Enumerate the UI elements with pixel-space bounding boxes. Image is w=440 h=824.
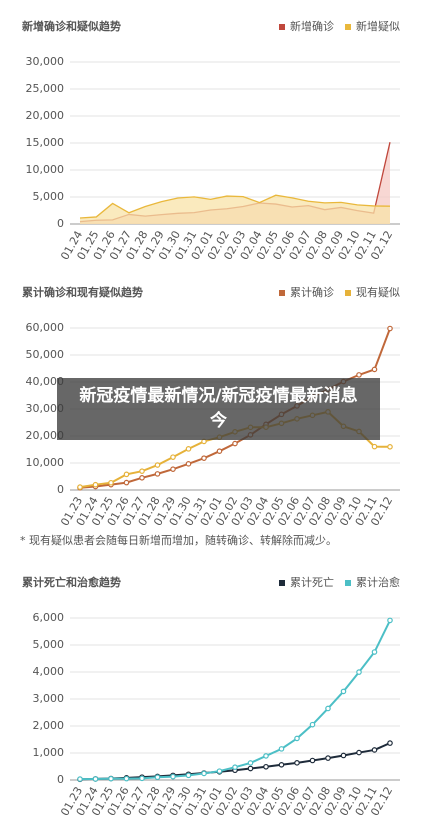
y-tick-label: 25,000 [26, 82, 65, 95]
annotation: * 现有疑似患者会随每日新增而增加，随转确诊、转解除而减少。 [20, 533, 337, 547]
point [92, 481, 99, 488]
point [263, 753, 269, 759]
point [185, 446, 192, 452]
chart-title: 累计死亡和治愈趋势 [22, 575, 121, 589]
point [201, 770, 207, 777]
legend-label: 累计治愈 [356, 575, 400, 589]
point [77, 776, 83, 782]
point [170, 454, 176, 460]
y-tick-label: 1,000 [33, 746, 65, 759]
point [247, 760, 254, 766]
point [232, 440, 238, 447]
y-tick-label: 50,000 [26, 348, 65, 361]
y-tick-label: 20,000 [26, 429, 65, 442]
point [325, 755, 331, 761]
point [232, 764, 238, 770]
y-tick-label: 10,000 [26, 163, 65, 176]
point [371, 649, 378, 655]
point [294, 760, 300, 766]
point [77, 484, 83, 490]
legend-swatch [345, 24, 351, 30]
point [92, 776, 99, 782]
point [309, 721, 316, 728]
legend-label: 累计死亡 [290, 575, 334, 589]
point [340, 752, 347, 759]
legend-label: 累计确诊 [290, 285, 334, 299]
point [185, 461, 192, 467]
point [216, 768, 223, 774]
point [294, 735, 300, 742]
legend-swatch [279, 580, 285, 586]
y-tick-label: 5,000 [33, 190, 65, 203]
point [371, 366, 378, 373]
point [387, 443, 393, 450]
point [139, 775, 145, 782]
y-tick-label: 0 [57, 217, 64, 230]
point [387, 325, 393, 332]
point [108, 775, 114, 782]
y-tick-label: 0 [57, 773, 64, 786]
y-tick-label: 30,000 [26, 55, 65, 68]
point [154, 471, 161, 477]
point [371, 443, 378, 450]
y-tick-label: 15,000 [26, 136, 65, 149]
y-tick-label: 20,000 [26, 109, 65, 122]
point [325, 705, 331, 712]
point [154, 462, 161, 468]
point [278, 746, 285, 752]
point [247, 765, 254, 772]
y-tick-label: 6,000 [33, 611, 65, 624]
legend-swatch [345, 290, 351, 296]
y-tick-label: 5,000 [33, 638, 65, 651]
point [170, 773, 176, 780]
point [340, 688, 347, 695]
point [356, 749, 362, 756]
point [309, 757, 316, 764]
point [123, 479, 130, 486]
point [216, 448, 223, 454]
point [185, 772, 192, 779]
point [170, 466, 176, 472]
point [387, 617, 393, 624]
point [139, 475, 145, 481]
point [278, 761, 285, 768]
banner: 新冠疫情最新情况/新冠疫情最新消息今 [57, 378, 380, 440]
point [356, 372, 362, 378]
y-tick-label: 10,000 [26, 456, 65, 469]
point [123, 775, 130, 782]
point [371, 747, 378, 753]
line [79, 742, 391, 781]
y-tick-label: 2,000 [33, 719, 65, 732]
point [201, 455, 207, 461]
point [154, 774, 161, 781]
point [123, 471, 130, 478]
y-tick-label: 0 [57, 483, 64, 496]
point [387, 740, 393, 746]
legend-swatch [279, 290, 285, 296]
legend-label: 新增疑似 [356, 19, 400, 33]
point [263, 763, 269, 770]
legend-label: 新增确诊 [290, 19, 334, 33]
y-tick-label: 60,000 [26, 321, 65, 334]
line [79, 194, 391, 219]
point [139, 468, 145, 474]
y-tick-label: 3,000 [33, 692, 65, 705]
point [108, 479, 114, 486]
y-tick-label: 4,000 [33, 665, 65, 678]
chart-title: 累计确诊和现有疑似趋势 [22, 285, 143, 299]
legend-swatch [345, 580, 351, 586]
area [80, 195, 390, 224]
y-tick-label: 40,000 [26, 375, 65, 388]
y-tick-label: 30,000 [26, 402, 65, 415]
legend-label: 现有疑似 [356, 285, 400, 299]
chart-title: 新增确诊和疑似趋势 [22, 19, 121, 33]
point [356, 669, 362, 675]
legend-swatch [279, 24, 285, 30]
